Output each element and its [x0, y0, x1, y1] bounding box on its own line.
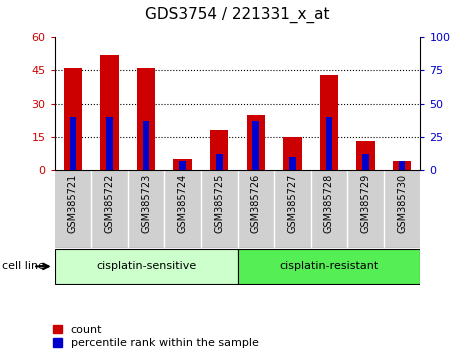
Text: GSM385729: GSM385729	[361, 174, 370, 233]
Text: GSM385722: GSM385722	[104, 174, 114, 233]
Bar	[64, 68, 82, 170]
Bar	[399, 161, 405, 170]
Bar	[356, 141, 375, 170]
Bar	[326, 117, 332, 170]
Text: cisplatin-sensitive: cisplatin-sensitive	[96, 261, 196, 272]
Bar	[253, 121, 259, 170]
Text: GSM385721: GSM385721	[68, 174, 78, 233]
Bar	[289, 156, 295, 170]
Text: GDS3754 / 221331_x_at: GDS3754 / 221331_x_at	[145, 7, 330, 23]
Bar	[247, 115, 265, 170]
Bar	[173, 159, 192, 170]
Bar	[320, 75, 338, 170]
Legend: count, percentile rank within the sample: count, percentile rank within the sample	[53, 325, 259, 348]
Bar	[180, 161, 186, 170]
Bar	[143, 121, 149, 170]
Text: GSM385730: GSM385730	[397, 174, 407, 233]
Bar	[393, 161, 411, 170]
Text: GSM385723: GSM385723	[141, 174, 151, 233]
Bar	[210, 130, 228, 170]
Bar	[100, 55, 119, 170]
Text: GSM385728: GSM385728	[324, 174, 334, 233]
Text: GSM385724: GSM385724	[178, 174, 188, 233]
Text: cell line: cell line	[2, 261, 46, 272]
Text: GSM385725: GSM385725	[214, 174, 224, 233]
Bar	[55, 249, 238, 284]
Bar	[106, 117, 113, 170]
Bar	[238, 249, 420, 284]
Bar	[137, 68, 155, 170]
Bar	[216, 154, 222, 170]
Bar	[362, 154, 369, 170]
Text: cisplatin-resistant: cisplatin-resistant	[279, 261, 379, 272]
Bar	[283, 137, 302, 170]
Bar	[70, 117, 76, 170]
Text: GSM385727: GSM385727	[287, 174, 297, 233]
Text: GSM385726: GSM385726	[251, 174, 261, 233]
